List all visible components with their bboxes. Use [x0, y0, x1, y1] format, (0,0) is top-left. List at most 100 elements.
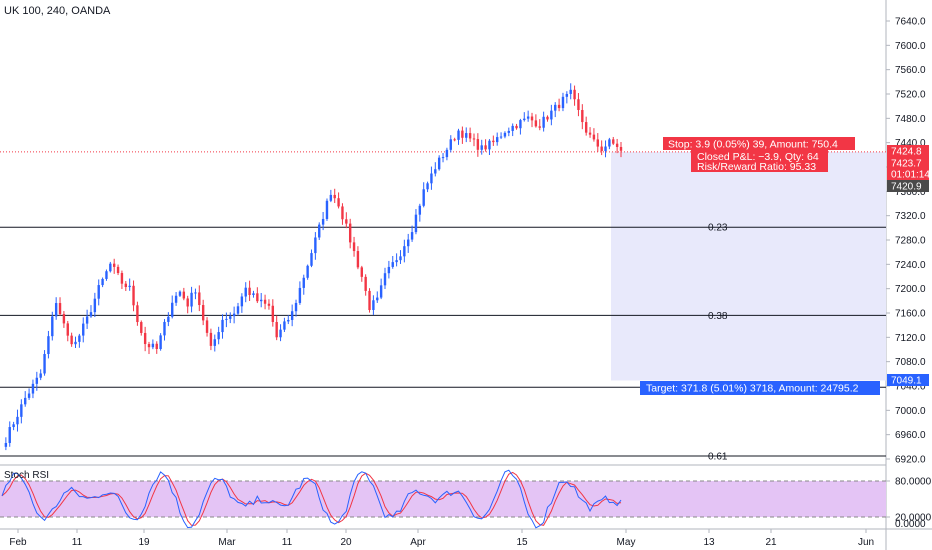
candle-body [325, 200, 329, 219]
fib-level-label: 0.61 [708, 451, 728, 462]
time-tick-label: May [617, 537, 636, 548]
candle-body [318, 224, 321, 238]
candle-body [314, 237, 317, 254]
candle-body [205, 320, 209, 333]
candle-body [128, 285, 131, 288]
candle-body [561, 96, 565, 109]
candle-body [109, 263, 112, 272]
candle-body [348, 223, 352, 243]
candle-body [550, 110, 553, 120]
candle-body [163, 321, 166, 336]
candle-body [511, 125, 514, 131]
candle-body [302, 277, 305, 288]
candle-body [503, 132, 507, 137]
candle-body [341, 206, 344, 220]
time-axis[interactable]: Feb 11 19 Mar 11 20 Apr 15 May 13 21 Jun [9, 529, 874, 548]
pnl-box[interactable]: Closed P&L: −3.9, Qty: 64 Risk/Reward Ra… [691, 150, 828, 173]
price-tick-label: 7520.0 [895, 90, 926, 101]
price-tick-label: 7600.0 [895, 41, 926, 52]
candle-body [484, 145, 487, 150]
candle-body [248, 287, 251, 295]
candle-body [221, 319, 224, 333]
candle-body [58, 303, 62, 315]
candle-body [468, 133, 472, 139]
candle-body [240, 296, 244, 307]
candle-body [294, 302, 298, 312]
price-axis[interactable]: 6920.0 6960.0 7000.0 7040.0 7080.0 7120.0 7160… [886, 17, 926, 466]
candle-body [329, 194, 333, 201]
time-tick-label: Feb [9, 537, 27, 548]
candle-body [333, 194, 336, 199]
candle-body [538, 126, 541, 128]
target-zone [611, 151, 886, 381]
candle-body [403, 246, 406, 257]
candle-body [441, 157, 445, 159]
time-tick-label: 19 [138, 537, 150, 548]
fib-level-label: 0.38 [708, 311, 728, 322]
pnl-text: Closed P&L: −3.9, Qty: 64 [697, 151, 819, 163]
target-box[interactable]: Target: 371.8 (5.01%) 3718, Amount: 2479… [640, 381, 880, 395]
price-tag [887, 145, 929, 157]
price-tag-label: 7049.1 [891, 376, 922, 387]
candle-body [279, 329, 282, 338]
candle-body [124, 283, 127, 288]
candle-body [51, 316, 54, 337]
candle-body [8, 427, 11, 443]
candle-body [465, 133, 468, 138]
candle-body [256, 293, 259, 302]
candle-body [445, 149, 449, 158]
candle-body [20, 404, 23, 417]
candle-body [387, 266, 391, 274]
stoch-band [0, 481, 886, 517]
candle-body [105, 271, 108, 279]
candle-body [546, 116, 549, 120]
candle-body [252, 293, 255, 295]
time-tick-label: 11 [282, 537, 293, 548]
price-tick-label: 7280.0 [895, 236, 926, 247]
candle-body [523, 118, 526, 121]
time-tick-label: 21 [765, 537, 777, 548]
candle-body [476, 139, 480, 150]
stop-box[interactable]: Stop: 3.9 (0.05%) 39, Amount: 750.4 [663, 137, 855, 151]
candle-body [461, 130, 464, 138]
candle-body [132, 285, 135, 306]
candle-body [174, 295, 178, 303]
candle-body [140, 322, 143, 333]
candle-body [101, 278, 104, 286]
candle-body [290, 311, 294, 320]
candle-body [82, 323, 85, 336]
candle-body [283, 321, 286, 330]
rr-text: Risk/Reward Ratio: 95.33 [697, 161, 816, 173]
candle-body [592, 134, 596, 140]
candle-body [209, 332, 213, 346]
candle-body [422, 189, 425, 206]
candle-body [190, 292, 193, 307]
fib-level-label: 0.23 [708, 223, 728, 234]
time-tick-label: 11 [72, 537, 83, 548]
indicator-tick-label: 80.0000 [895, 477, 932, 488]
candle-body [194, 292, 197, 294]
candle-body [356, 251, 360, 268]
candle-body [379, 285, 383, 298]
price-tick-label: 6920.0 [895, 455, 926, 466]
candle-body [557, 104, 561, 109]
candle-body [584, 122, 588, 133]
price-tag [887, 157, 929, 169]
candle-body [155, 343, 158, 350]
candle-body [530, 116, 534, 121]
price-tick-label: 7480.0 [895, 114, 926, 125]
stoch-rsi-panel [0, 469, 886, 529]
price-tick-label: 7360.0 [895, 187, 926, 198]
candle-body [619, 146, 623, 151]
candle-body [372, 300, 375, 311]
indicator-name: Stoch RSI [4, 470, 49, 481]
stop-text: Stop: 3.9 (0.05%) 39, Amount: 750.4 [668, 139, 838, 151]
candle-body [54, 303, 58, 317]
candle-body [449, 139, 452, 150]
stoch-d-line [1, 471, 622, 526]
candle-body [534, 120, 538, 127]
candle-body [236, 306, 240, 314]
candle-body [345, 219, 348, 224]
